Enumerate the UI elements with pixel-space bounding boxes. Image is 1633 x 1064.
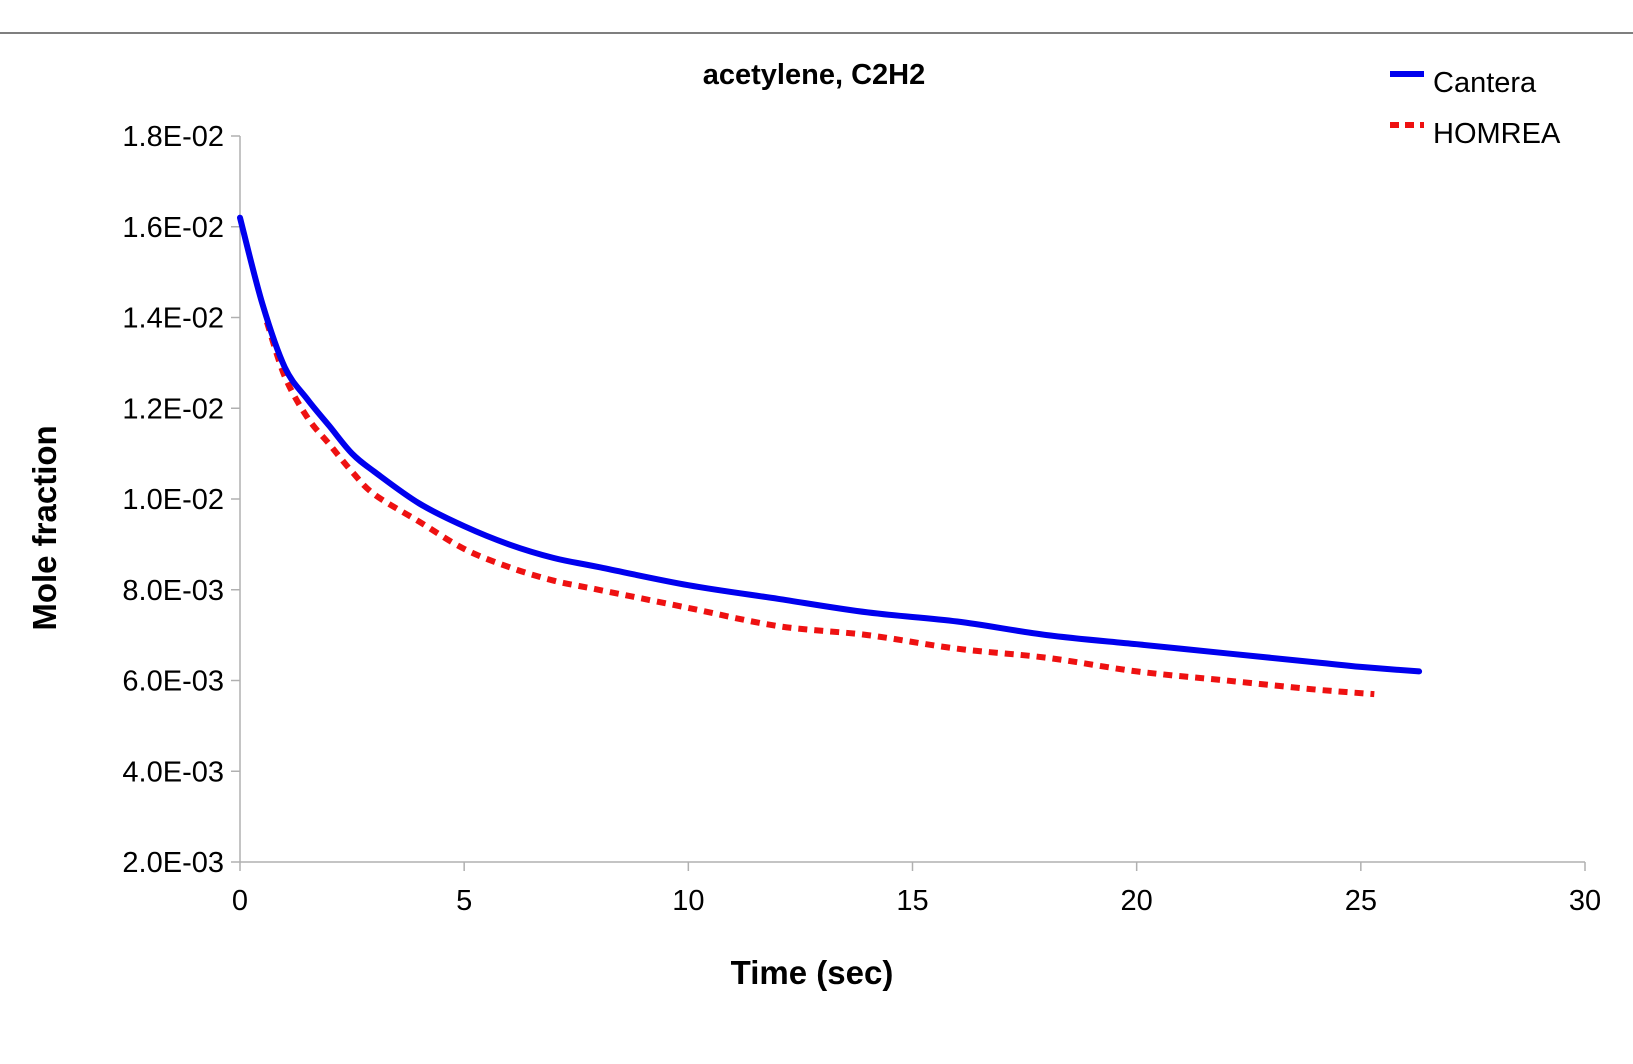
y-tick-label: 1.0E-02 xyxy=(122,484,224,516)
y-tick-label: 4.0E-03 xyxy=(122,756,224,788)
x-tick-label: 15 xyxy=(896,885,928,917)
x-tick-label: 0 xyxy=(232,885,248,917)
legend-label-cantera: Cantera xyxy=(1433,67,1537,99)
x-ticks: 0 5 10 15 20 25 30 xyxy=(232,862,1601,917)
x-tick-label: 5 xyxy=(456,885,472,917)
x-tick-label: 30 xyxy=(1569,885,1601,917)
plot-area xyxy=(239,136,1585,863)
legend: Cantera HOMREA xyxy=(1390,67,1561,150)
y-tick-label: 1.6E-02 xyxy=(122,212,224,244)
y-axis-title: Mole fraction xyxy=(26,425,63,630)
x-tick-label: 20 xyxy=(1121,885,1153,917)
legend-label-homrea: HOMREA xyxy=(1433,118,1561,150)
series-layer xyxy=(237,214,1423,698)
x-tick-label: 10 xyxy=(672,885,704,917)
x-tick-label: 25 xyxy=(1345,885,1377,917)
series-line-cantera xyxy=(237,214,1423,675)
chart-title: acetylene, C2H2 xyxy=(703,59,925,91)
y-tick-label: 1.4E-02 xyxy=(122,303,224,335)
y-tick-label: 8.0E-03 xyxy=(122,575,224,607)
y-tick-label: 1.8E-02 xyxy=(122,121,224,153)
x-axis-title: Time (sec) xyxy=(731,954,894,991)
y-tick-label: 1.2E-02 xyxy=(122,393,224,425)
series-line-homrea xyxy=(264,321,1375,698)
y-tick-label: 2.0E-03 xyxy=(122,847,224,879)
y-tick-label: 6.0E-03 xyxy=(122,666,224,698)
y-ticks: 2.0E-03 4.0E-03 6.0E-03 8.0E-03 1.0E-02 1.2E-… xyxy=(122,121,240,879)
